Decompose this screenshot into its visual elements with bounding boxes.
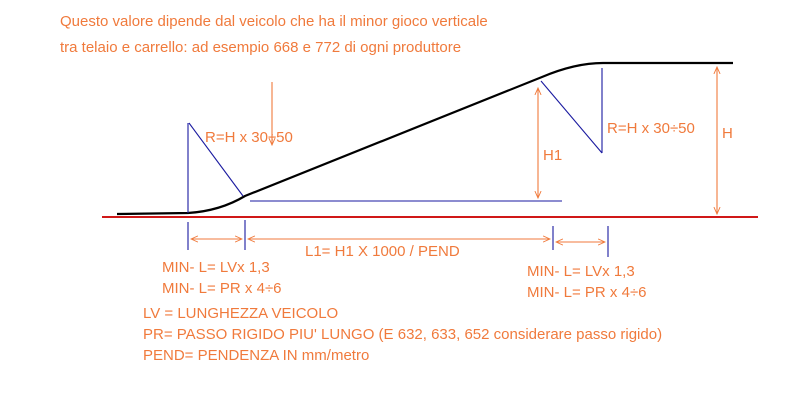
min-left-1: MIN- L= LVx 1,3: [162, 259, 270, 276]
legend-lv: LV = LUNGHEZZA VEICOLO: [143, 305, 339, 322]
h1-label: H1: [543, 147, 563, 164]
right-radius-line: [540, 80, 603, 154]
min-right-2: MIN- L= PR x 4÷6: [527, 284, 647, 301]
legend-pend: PEND= PENDENZA IN mm/metro: [143, 347, 370, 364]
left-radius-line: [188, 122, 244, 197]
ramp-profile: [116, 61, 733, 216]
min-right-1: MIN- L= LVx 1,3: [527, 263, 635, 280]
note-line-2: tra telaio e carrello: ad esempio 668 e …: [60, 39, 462, 56]
radius-right-label: R=H x 30÷50: [607, 120, 695, 137]
legend-pr: PR= PASSO RIGIDO PIU' LUNGO (E 632, 633,…: [143, 326, 663, 343]
l1-label: L1= H1 X 1000 / PEND: [305, 243, 460, 260]
construction-lines: [187, 68, 609, 257]
min-left-2: MIN- L= PR x 4÷6: [162, 280, 282, 297]
h-label: H: [722, 125, 733, 142]
radius-left-label: R=H x 30÷50: [205, 129, 293, 146]
note-line-1: Questo valore dipende dal veicolo che ha…: [60, 13, 488, 30]
